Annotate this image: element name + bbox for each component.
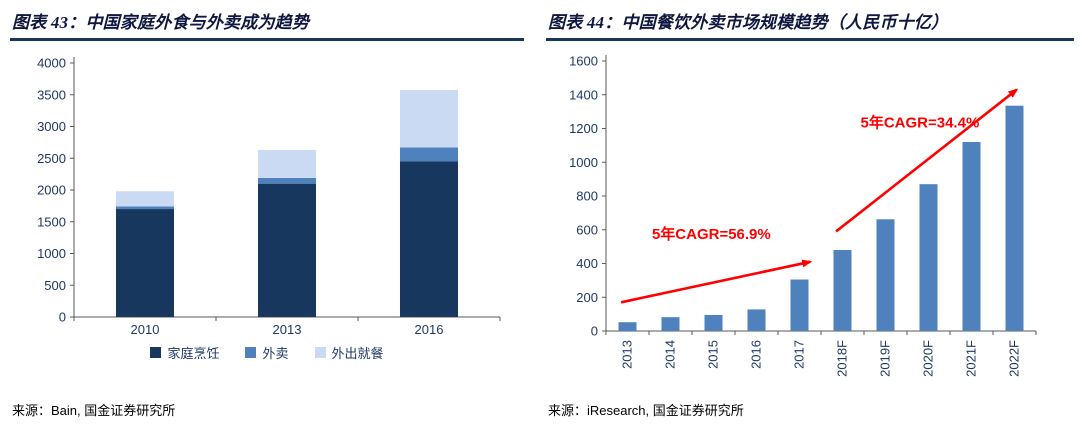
y-tick-label: 1000 (569, 155, 598, 170)
bar-segment (258, 177, 316, 184)
x-tick-label: 2016 (749, 340, 764, 369)
legend-label: 家庭烹饪 (167, 345, 220, 361)
bar (790, 279, 809, 331)
x-tick-label: 2010 (131, 322, 160, 337)
cagr-arrow (835, 88, 1019, 233)
bar (962, 142, 981, 331)
y-tick-label: 400 (576, 256, 598, 271)
x-tick-label: 2015 (706, 340, 721, 369)
bar-segment (258, 149, 316, 178)
bar (618, 322, 637, 331)
bar (661, 317, 680, 331)
legend-swatch (314, 346, 326, 358)
chart-43-plot: 0 500 1000 1500 2000 2500 3000 3500 4000 2010 2013… (37, 56, 501, 337)
bar (919, 184, 938, 331)
y-tick-label: 1500 (37, 214, 66, 229)
chart-44-plot: 0 200 400 600 800 1000 1200 1400 1600 2013 2014 201… (569, 54, 1037, 377)
y-tick-label: 800 (576, 189, 598, 204)
y-tick-label: 600 (576, 222, 598, 237)
bar-segment (258, 183, 316, 317)
x-tick-label: 2017 (792, 340, 807, 369)
bar (876, 219, 895, 331)
y-tick-label: 1600 (569, 54, 598, 69)
y-tick-label: 2000 (37, 183, 66, 198)
x-tick-label: 2021F (964, 340, 979, 377)
legend-item: 外卖 (245, 343, 289, 362)
x-tick-label: 2019F (878, 340, 893, 377)
bar-segment (400, 89, 458, 148)
legend-item: 外出就餐 (314, 343, 384, 362)
x-tick-label: 2014 (663, 340, 678, 369)
bar (833, 250, 852, 331)
cagr-arrow (620, 259, 813, 304)
y-tick-label: 0 (591, 324, 598, 339)
bar (1005, 105, 1024, 331)
bar-segment (116, 209, 174, 317)
chart-44-source: 来源：iResearch, 国金证券研究所 (548, 403, 744, 418)
cagr-annotation: 5年CAGR=34.4% (860, 114, 979, 132)
bar (747, 309, 766, 331)
y-tick-label: 200 (576, 290, 598, 305)
y-tick-label: 1000 (37, 246, 66, 261)
bar-segment (116, 206, 174, 210)
chart-43-header: 图表 43：中国家庭外食与外卖成为趋势 (10, 6, 524, 41)
x-tick-label: 2016 (415, 322, 444, 337)
bar (704, 314, 723, 331)
bar-segment (400, 161, 458, 317)
legend-swatch (150, 346, 162, 358)
chart-43-title: 图表 43：中国家庭外食与外卖成为趋势 (12, 13, 310, 32)
x-tick-label: 2018F (835, 340, 850, 377)
legend-label: 外出就餐 (331, 345, 384, 361)
y-tick-label: 500 (44, 278, 66, 293)
y-tick-label: 4000 (37, 56, 66, 71)
legend-swatch (245, 346, 257, 358)
cagr-annotation: 5年CAGR=56.9% (652, 225, 771, 243)
x-tick-label: 2013 (273, 322, 302, 337)
bar-segment (116, 191, 174, 207)
x-tick-label: 2013 (620, 340, 635, 369)
chart-panel-43: 图表 43：中国家庭外食与外卖成为趋势 0 500 1000 1500 2000 2500… (10, 6, 524, 423)
y-tick-label: 0 (59, 310, 66, 325)
y-tick-label: 3000 (37, 119, 66, 134)
legend-label: 外卖 (262, 345, 289, 361)
x-tick-label: 2020F (921, 340, 936, 377)
y-tick-label: 1200 (569, 121, 598, 136)
chart-43-source: 来源：Bain, 国金证券研究所 (12, 403, 176, 418)
chart-44-title: 图表 44：中国餐饮外卖市场规模趋势（人民币十亿） (548, 13, 949, 32)
y-tick-label: 2500 (37, 151, 66, 166)
legend-item: 家庭烹饪 (150, 343, 219, 362)
bar-segment (400, 147, 458, 162)
x-tick-label: 2022F (1007, 340, 1022, 377)
y-tick-label: 1400 (569, 87, 598, 102)
chart-44-header: 图表 44：中国餐饮外卖市场规模趋势（人民币十亿） (546, 6, 1074, 41)
y-tick-label: 3500 (37, 87, 66, 102)
chart-43-legend: 家庭烹饪 外卖 外出就餐 (10, 341, 524, 363)
chart-panel-44: 图表 44：中国餐饮外卖市场规模趋势（人民币十亿） 0 200 400 600 800 1… (546, 6, 1074, 423)
